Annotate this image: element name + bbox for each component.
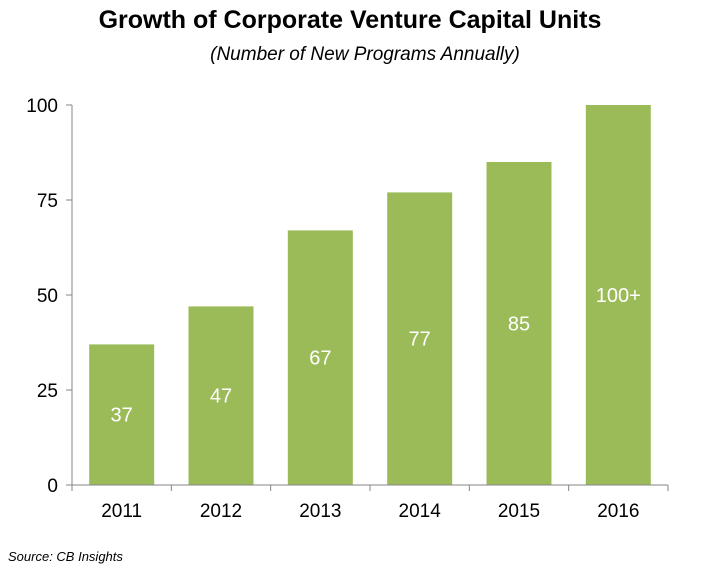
bar-2014 [387, 192, 453, 485]
y-tick-label: 100 [26, 96, 58, 117]
x-tick-label: 2011 [101, 501, 142, 522]
x-tick-label: 2014 [399, 501, 442, 522]
bar-2011 [89, 344, 155, 485]
y-tick-label: 25 [37, 381, 58, 402]
bar-2013 [287, 230, 353, 485]
data-label: 67 [309, 348, 331, 370]
bar-2016 [585, 105, 651, 485]
y-tick-label: 50 [37, 286, 58, 307]
bar-2012 [188, 306, 254, 485]
data-label: 77 [409, 329, 431, 351]
x-tick-label: 2015 [498, 501, 540, 522]
y-tick-label: 75 [37, 191, 58, 212]
chart-subtitle: (Number of New Programs Annually) [210, 44, 520, 65]
x-tick-label: 2016 [597, 501, 639, 522]
data-label: 100+ [596, 285, 641, 307]
chart-title: Growth of Corporate Venture Capital Unit… [98, 6, 602, 34]
x-tick-label: 2013 [299, 501, 341, 522]
x-tick-label: 2012 [200, 501, 242, 522]
y-tick-label: 0 [47, 476, 58, 497]
bar-2015 [486, 162, 552, 485]
data-label: 37 [111, 405, 133, 427]
source-note: Source: CB Insights [8, 549, 123, 564]
data-label: 47 [210, 386, 232, 408]
data-label: 85 [508, 314, 530, 336]
